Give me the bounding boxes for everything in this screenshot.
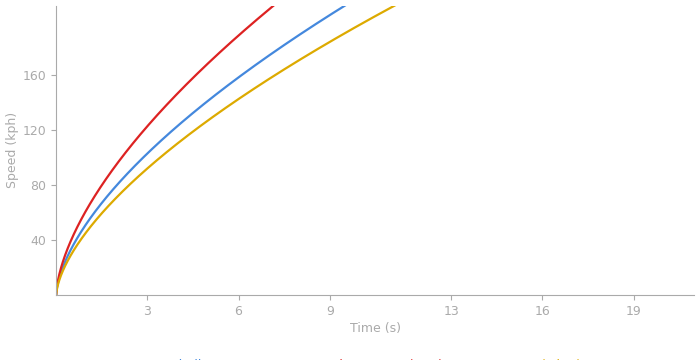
Y-axis label: Speed (kph): Speed (kph): [6, 112, 19, 188]
X-axis label: Time (s): Time (s): [350, 322, 401, 335]
Challenger SRT-8 392: [52, 292, 60, 296]
Challenger SRT-8 392: [85, 218, 93, 222]
Nissan GT-R (R35): [85, 204, 93, 208]
Camaro SS (Mk V): [363, 19, 371, 23]
Line: Nissan GT-R (R35): Nissan GT-R (R35): [56, 0, 694, 294]
Challenger SRT-8 392: [345, 0, 354, 5]
Camaro SS (Mk V): [52, 292, 60, 297]
Legend: Challenger SRT-8 392, Nissan GT-R (R35), Camaro SS (Mk V): Challenger SRT-8 392, Nissan GT-R (R35),…: [165, 354, 586, 360]
Line: Camaro SS (Mk V): Camaro SS (Mk V): [56, 0, 694, 294]
Camaro SS (Mk V): [345, 28, 354, 33]
Line: Challenger SRT-8 392: Challenger SRT-8 392: [56, 0, 694, 294]
Camaro SS (Mk V): [85, 227, 93, 231]
Nissan GT-R (R35): [52, 292, 60, 296]
